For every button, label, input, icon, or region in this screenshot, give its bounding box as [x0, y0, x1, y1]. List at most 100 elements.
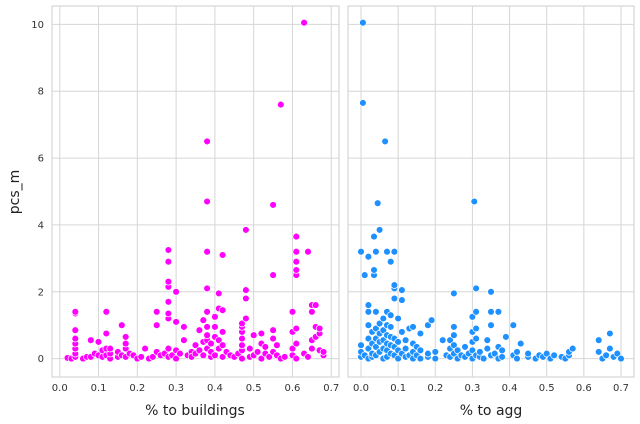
- data-point: [242, 226, 250, 234]
- data-point: [292, 354, 301, 363]
- data-point: [152, 321, 161, 329]
- data-point: [379, 314, 388, 323]
- data-point: [238, 354, 246, 363]
- data-point: [446, 336, 454, 344]
- data-point: [152, 308, 161, 316]
- data-point: [424, 349, 432, 358]
- data-point: [401, 344, 410, 353]
- data-point: [87, 336, 95, 344]
- data-point: [218, 251, 227, 259]
- data-point: [472, 324, 480, 333]
- y-tick-label: 2: [38, 287, 44, 298]
- data-point: [416, 354, 425, 363]
- data-point: [71, 326, 80, 334]
- data-point: [238, 334, 246, 343]
- data-point: [617, 354, 625, 363]
- data-point: [304, 353, 312, 361]
- data-point: [398, 328, 406, 336]
- data-point: [357, 341, 365, 349]
- data-point: [164, 257, 173, 266]
- data-point: [102, 329, 111, 338]
- left-points: [63, 18, 328, 363]
- data-point: [394, 314, 402, 323]
- data-point: [292, 339, 301, 348]
- data-point: [373, 199, 382, 207]
- data-point: [203, 331, 211, 339]
- data-point: [203, 323, 211, 331]
- data-point: [203, 284, 211, 293]
- data-point: [375, 319, 384, 328]
- data-point: [218, 306, 227, 314]
- data-point: [164, 246, 173, 254]
- x-tick-label: 0.1: [390, 383, 406, 394]
- data-point: [550, 351, 558, 360]
- right-x-axis-label: % to agg: [460, 403, 523, 419]
- data-point: [164, 298, 173, 306]
- x-tick-label: 0.3: [168, 383, 184, 394]
- data-point: [453, 346, 462, 355]
- left-x-ticks: 0.0 0.1 0.2 0.3 0.4 0.5 0.6 0.7: [52, 383, 339, 394]
- data-point: [472, 334, 480, 343]
- data-point: [364, 308, 373, 316]
- x-tick-label: 0.3: [464, 383, 480, 394]
- data-point: [242, 294, 250, 303]
- data-point: [211, 351, 219, 360]
- data-point: [594, 336, 603, 344]
- data-point: [472, 284, 480, 293]
- data-point: [218, 328, 227, 336]
- data-point: [494, 308, 503, 316]
- left-plot-area: [51, 5, 340, 378]
- data-point: [450, 341, 458, 349]
- data-point: [487, 308, 495, 316]
- data-point: [253, 348, 262, 356]
- data-point: [364, 344, 373, 353]
- right-plot-area: [347, 5, 635, 378]
- data-point: [606, 344, 614, 353]
- data-point: [364, 252, 373, 261]
- data-point: [602, 351, 610, 360]
- data-point: [203, 137, 211, 146]
- left-y-ticks: 0 2 4 6 8 10: [31, 20, 44, 365]
- data-point: [211, 313, 219, 321]
- data-point: [215, 289, 223, 298]
- data-point: [257, 354, 266, 363]
- data-point: [372, 308, 380, 316]
- data-point: [242, 286, 250, 294]
- x-tick-label: 0.7: [323, 383, 339, 394]
- data-point: [106, 344, 114, 353]
- data-point: [195, 346, 204, 355]
- data-point: [390, 294, 399, 303]
- data-point: [102, 308, 111, 316]
- data-point: [383, 247, 391, 256]
- data-point: [164, 344, 173, 353]
- x-tick-label: 0.0: [52, 383, 68, 394]
- data-point: [483, 336, 492, 344]
- data-point: [390, 281, 399, 289]
- data-point: [246, 344, 254, 353]
- data-point: [137, 353, 145, 361]
- data-point: [409, 323, 417, 331]
- data-point: [386, 257, 395, 266]
- data-point: [502, 333, 510, 341]
- data-point: [211, 323, 219, 331]
- data-point: [450, 289, 458, 298]
- x-tick-label: 0.7: [613, 383, 629, 394]
- x-tick-label: 0.2: [427, 383, 443, 394]
- data-point: [386, 311, 395, 319]
- data-point: [364, 321, 373, 329]
- x-tick-label: 0.5: [539, 383, 555, 394]
- data-point: [164, 277, 173, 286]
- data-point: [364, 334, 373, 343]
- data-point: [218, 341, 227, 349]
- right-x-ticks: 0.0 0.1 0.2 0.3 0.4 0.5 0.6 0.7: [353, 383, 629, 394]
- data-point: [71, 334, 80, 343]
- y-tick-label: 8: [38, 87, 44, 98]
- data-point: [606, 329, 614, 338]
- data-point: [180, 323, 188, 331]
- data-point: [513, 348, 521, 356]
- data-point: [308, 308, 316, 316]
- data-point: [594, 348, 603, 356]
- data-point: [238, 341, 246, 349]
- y-tick-label: 0: [38, 354, 44, 365]
- data-point: [357, 247, 365, 256]
